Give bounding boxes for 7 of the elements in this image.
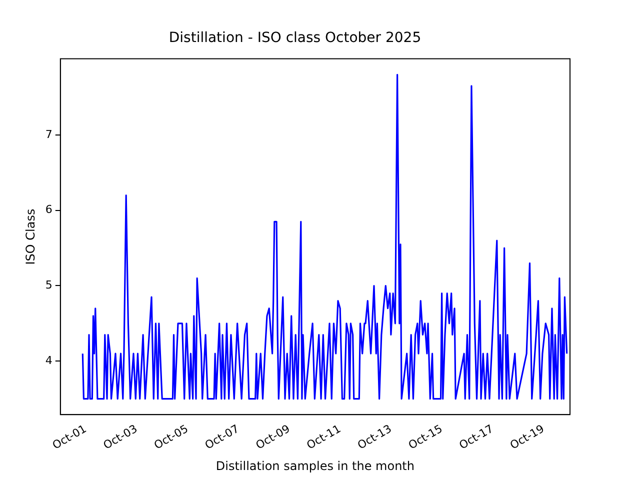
chart-title: Distillation - ISO class October 2025 xyxy=(168,30,422,46)
y-tick-label: 6 xyxy=(45,203,52,216)
x-axis-title: Distillation samples in the month xyxy=(216,458,414,473)
y-axis-title: ISO Class xyxy=(23,208,38,265)
y-tick-label: 7 xyxy=(45,128,52,141)
y-tick-label: 4 xyxy=(45,354,52,368)
y-tick-label: 5 xyxy=(45,278,52,292)
